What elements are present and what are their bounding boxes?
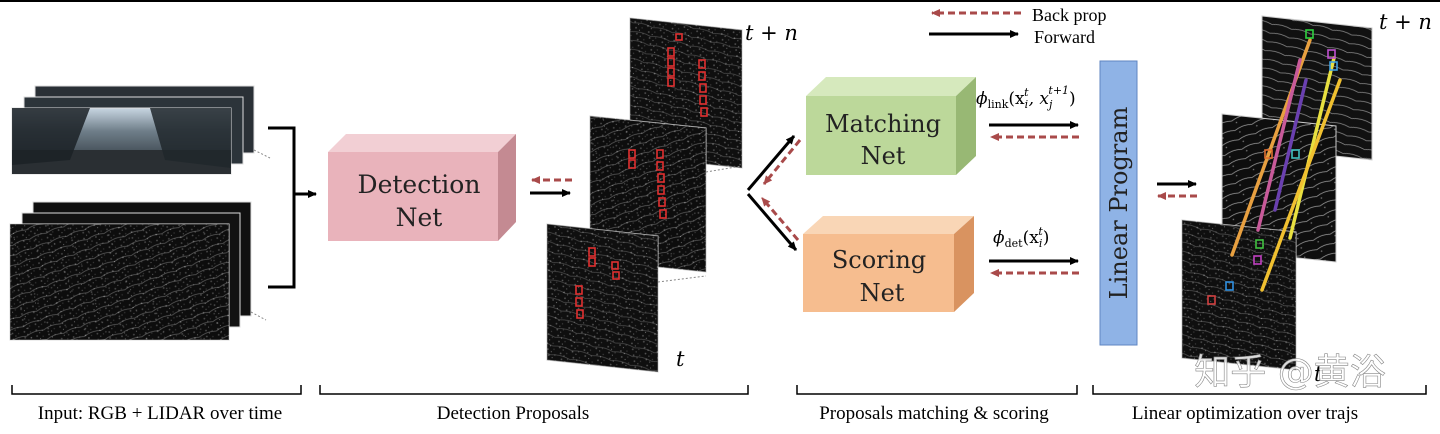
legend: Back prop Forward — [929, 5, 1106, 47]
backprop-arrow-scoring — [760, 197, 800, 241]
top-border — [0, 0, 1440, 2]
link-formula: ϕlink(xit, xjt+1) — [976, 84, 1076, 111]
scoring-net-line2: Net — [860, 279, 905, 307]
stage-bracket-linear — [1092, 385, 1427, 395]
scoring-net-line1: Scoring — [832, 246, 926, 274]
legend-backprop-label: Back prop — [1032, 5, 1106, 25]
detection-net-line1: Detection — [358, 170, 481, 199]
stage-bracket-input — [11, 385, 302, 395]
matching-net-line2: Net — [861, 142, 906, 170]
output-frames — [1181, 15, 1373, 371]
stage-brackets — [11, 385, 1427, 395]
output-time-top: t + n — [1379, 10, 1432, 34]
stage-bracket-proposals — [319, 385, 749, 395]
detection-net-box: Detection Net — [328, 134, 516, 241]
detection-net-line2: Net — [396, 203, 443, 232]
stage-label-input: Input: RGB + LIDAR over time — [38, 403, 283, 424]
stage-label-matching: Proposals matching & scoring — [819, 403, 1049, 424]
matching-net-box: Matching Net — [806, 77, 976, 175]
input-merge-bracket — [268, 126, 317, 289]
trajectory-lines — [1230, 38, 1342, 292]
legend-forward-label: Forward — [1034, 27, 1095, 47]
branch-arrows — [746, 135, 802, 251]
proposals-time-top: t + n — [745, 21, 798, 45]
forward-arrow-scoring — [746, 193, 798, 251]
proposals-time-bottom: t — [676, 347, 685, 371]
watermark: 知乎 @黄浴 — [1194, 352, 1385, 393]
det-formula: ϕdet(xit) — [993, 225, 1049, 250]
forward-arrow-matching — [746, 135, 796, 191]
linear-program-box: Linear Program — [1099, 60, 1138, 346]
stage-label-proposals: Detection Proposals — [437, 403, 590, 424]
scoring-net-box: Scoring Net — [803, 216, 974, 312]
input-images — [9, 85, 271, 341]
stage-bracket-matching — [796, 385, 1078, 395]
output-time-bottom: t — [1314, 362, 1323, 386]
matching-net-line1: Matching — [825, 110, 941, 138]
proposal-frames — [546, 17, 743, 373]
backprop-arrow-matching — [762, 139, 802, 185]
stage-label-linear: Linear optimization over trajs — [1132, 403, 1358, 424]
linear-program-label: Linear Program — [1105, 106, 1133, 299]
